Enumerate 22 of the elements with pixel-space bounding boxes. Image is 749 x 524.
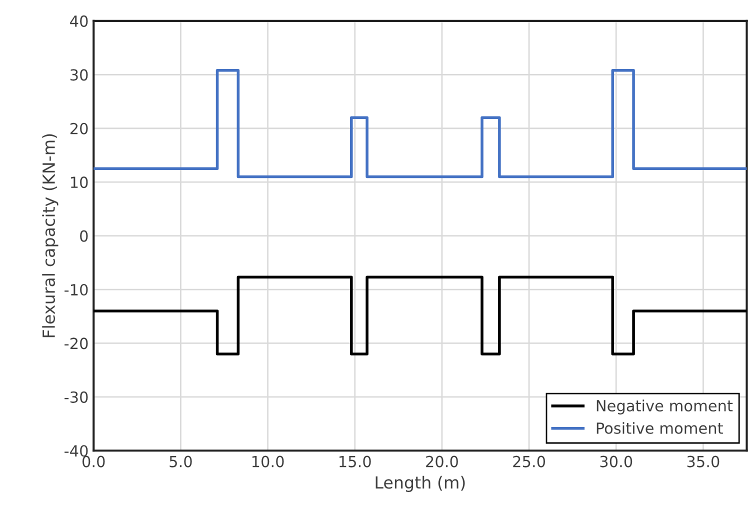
y-tick-label: -40 [64,445,88,457]
x-axis-title: Length (m) [376,476,465,492]
legend-label: Negative moment [596,400,733,414]
x-tick-label: 30.0 [600,456,632,468]
line-series [94,68,747,178]
y-tick-label: -20 [64,338,88,350]
y-tick-label: 20 [70,122,88,134]
x-tick-label: 10.0 [252,456,284,468]
y-tick-label: 30 [70,69,88,81]
y-axis-title: Flexural capacity (KN-m) [42,134,58,338]
y-tick-label: -10 [64,284,88,296]
x-tick-label: 20.0 [426,456,458,468]
y-tick-label: 40 [70,15,88,27]
x-tick-label: 5.0 [170,456,192,468]
legend-label: Positive moment [596,422,723,434]
x-tick-label: 35.0 [687,456,720,468]
y-tick-label: 10 [71,176,88,188]
x-tick-label: 0.0 [82,456,105,468]
y-tick-label: -30 [64,391,88,403]
x-tick-label: 15.0 [340,456,371,468]
y-tick-label: 0 [80,230,88,242]
x-tick-label: 25.0 [513,456,546,468]
